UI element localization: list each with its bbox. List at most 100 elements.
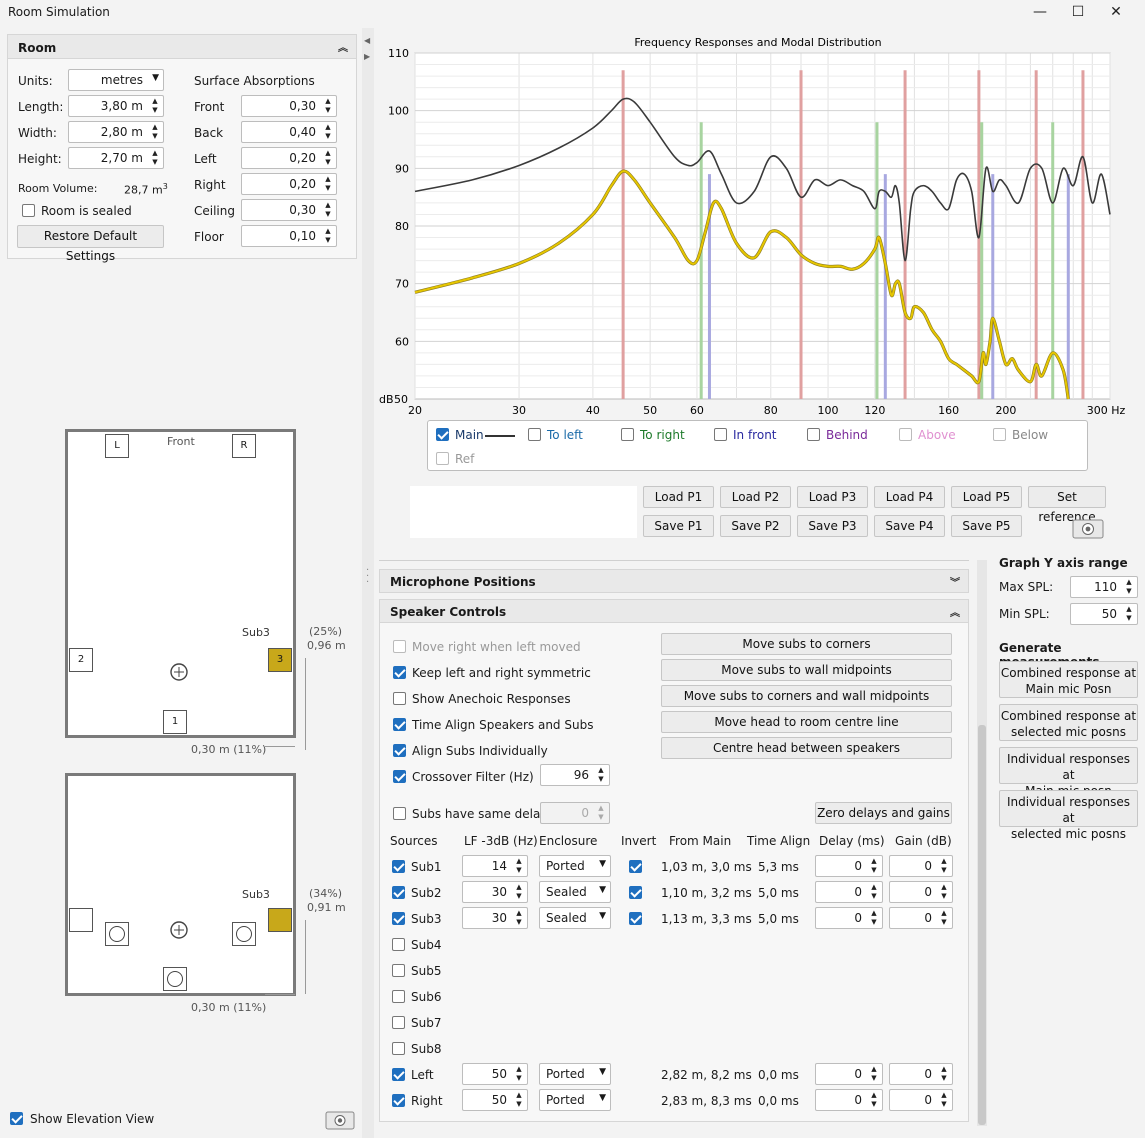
spinner-arrows-icon[interactable]: ▲ ▼ (516, 1091, 522, 1108)
spinner-arrows-icon[interactable]: ▲ ▼ (941, 1091, 947, 1108)
gain-spinner[interactable]: 0 ▲ ▼ (889, 881, 953, 903)
spinner-arrows-icon[interactable]: ▲ ▼ (1126, 605, 1132, 622)
set-reference-button[interactable]: Set reference (1028, 486, 1106, 524)
spinner-arrows-icon[interactable]: ▲ ▼ (325, 227, 331, 244)
crossover-spinner[interactable]: 96 ▲ ▼ (540, 764, 610, 786)
save-p5-button[interactable]: Save P5 (951, 515, 1022, 537)
source-checkbox[interactable] (392, 990, 405, 1003)
spinner-arrows-icon[interactable]: ▲ ▼ (152, 123, 158, 140)
load-p2-button[interactable]: Load P2 (720, 486, 791, 508)
save-p1-button[interactable]: Save P1 (643, 515, 714, 537)
splitter-grip-icon[interactable]: · · · (366, 565, 370, 588)
spinner-arrows-icon[interactable]: ▲ ▼ (871, 857, 877, 874)
surface-spinner[interactable]: 0,30 ▲ ▼ (241, 199, 337, 221)
delay-spinner[interactable]: 0 ▲ ▼ (815, 1063, 883, 1085)
lf-spinner[interactable]: 30 ▲ ▼ (462, 907, 528, 929)
spinner-arrows-icon[interactable]: ▲ ▼ (941, 1065, 947, 1082)
option-checkbox[interactable] (393, 640, 406, 653)
gain-spinner[interactable]: 0 ▲ ▼ (889, 907, 953, 929)
chevron-down-icon[interactable]: ︾ (950, 578, 960, 589)
surface-spinner[interactable]: 0,20 ▲ ▼ (241, 147, 337, 169)
spinner-arrows-icon[interactable]: ▲ ▼ (598, 766, 604, 783)
legend-checkbox[interactable] (807, 428, 820, 441)
legend-checkbox[interactable] (899, 428, 912, 441)
enclosure-select[interactable]: Sealed ▼ (539, 881, 611, 903)
source-checkbox[interactable] (392, 1094, 405, 1107)
enclosure-select[interactable]: Ported ▼ (539, 1063, 611, 1085)
save-p3-button[interactable]: Save P3 (797, 515, 868, 537)
gain-spinner[interactable]: 0 ▲ ▼ (889, 1089, 953, 1111)
action-button[interactable]: Move subs to wall midpoints (661, 659, 952, 681)
invert-checkbox[interactable] (629, 886, 642, 899)
preset-notes-area[interactable] (410, 486, 637, 538)
spinner-arrows-icon[interactable]: ▲ ▼ (325, 123, 331, 140)
invert-checkbox[interactable] (629, 860, 642, 873)
elev-left-speaker[interactable] (105, 922, 129, 946)
units-select[interactable]: metres ▼ (68, 69, 164, 91)
collapse-left-icon[interactable]: ◀ (364, 36, 371, 45)
delay-spinner[interactable]: 0 ▲ ▼ (815, 907, 883, 929)
sub3-marker[interactable]: 3 (268, 648, 292, 672)
gain-spinner[interactable]: 0 ▲ ▼ (889, 1063, 953, 1085)
height-spinner[interactable]: 2,70 m ▲ ▼ (68, 147, 164, 169)
delay-spinner[interactable]: 0 ▲ ▼ (815, 1089, 883, 1111)
elev-right-speaker[interactable] (232, 922, 256, 946)
scrollbar-thumb[interactable] (978, 725, 986, 1125)
source-checkbox[interactable] (392, 938, 405, 951)
source-checkbox[interactable] (392, 860, 405, 873)
speaker-controls-header[interactable]: Speaker Controls ︽ (380, 600, 968, 623)
maximize-button[interactable]: ☐ (1071, 4, 1085, 20)
enclosure-select[interactable]: Ported ▼ (539, 1089, 611, 1111)
load-p3-button[interactable]: Load P3 (797, 486, 868, 508)
spinner-arrows-icon[interactable]: ▲ ▼ (325, 97, 331, 114)
surface-spinner[interactable]: 0,20 ▲ ▼ (241, 173, 337, 195)
action-button[interactable]: Move subs to corners (661, 633, 952, 655)
same-delay-spinner[interactable]: 0 ▲ ▼ (540, 802, 610, 824)
save-p2-button[interactable]: Save P2 (720, 515, 791, 537)
close-button[interactable]: ✕ (1110, 4, 1122, 20)
length-spinner[interactable]: 3,80 m ▲ ▼ (68, 95, 164, 117)
option-checkbox[interactable] (393, 770, 406, 783)
generate-button[interactable]: Combined response at selected mic posns (999, 704, 1138, 741)
load-p5-button[interactable]: Load P5 (951, 486, 1022, 508)
action-button[interactable]: Move subs to corners and wall midpoints (661, 685, 952, 707)
restore-defaults-button[interactable]: Restore Default Settings (17, 225, 164, 263)
elev-sub3[interactable] (268, 908, 292, 932)
spinner-arrows-icon[interactable]: ▲ ▼ (871, 883, 877, 900)
spinner-arrows-icon[interactable]: ▲ ▼ (516, 883, 522, 900)
spinner-arrows-icon[interactable]: ▲ ▼ (516, 1065, 522, 1082)
room-plan-view[interactable]: Front L R 2 3 1 Sub3 (65, 429, 296, 738)
generate-button[interactable]: Individual responses at selected mic posn… (999, 790, 1138, 841)
room-panel-header[interactable]: Room ︽ (8, 35, 356, 59)
source-checkbox[interactable] (392, 1016, 405, 1029)
source-checkbox[interactable] (392, 1068, 405, 1081)
action-button[interactable]: Centre head between speakers (661, 737, 952, 759)
same-delay-checkbox[interactable] (393, 807, 406, 820)
panel-splitter[interactable]: ◀ ▶ · · · (362, 28, 374, 1138)
legend-checkbox[interactable] (621, 428, 634, 441)
sub1-marker[interactable]: 1 (163, 710, 187, 734)
load-p4-button[interactable]: Load P4 (874, 486, 945, 508)
enclosure-select[interactable]: Ported ▼ (539, 855, 611, 877)
save-p4-button[interactable]: Save P4 (874, 515, 945, 537)
camera-icon[interactable] (325, 1108, 355, 1130)
spinner-arrows-icon[interactable]: ▲ ▼ (516, 857, 522, 874)
max-spl-spinner[interactable]: 110 ▲ ▼ (1070, 576, 1138, 598)
surface-spinner[interactable]: 0,30 ▲ ▼ (241, 95, 337, 117)
action-button[interactable]: Move head to room centre line (661, 711, 952, 733)
legend-checkbox[interactable] (436, 428, 449, 441)
listener-head-icon[interactable] (168, 918, 190, 942)
spinner-arrows-icon[interactable]: ▲ ▼ (325, 201, 331, 218)
spinner-arrows-icon[interactable]: ▲ ▼ (941, 883, 947, 900)
spinner-arrows-icon[interactable]: ▲ ▼ (152, 97, 158, 114)
lf-spinner[interactable]: 14 ▲ ▼ (462, 855, 528, 877)
legend-checkbox[interactable] (993, 428, 1006, 441)
delay-spinner[interactable]: 0 ▲ ▼ (815, 881, 883, 903)
invert-checkbox[interactable] (629, 912, 642, 925)
left-speaker[interactable]: L (105, 434, 129, 458)
speaker-scrollbar[interactable] (977, 560, 987, 1126)
enclosure-select[interactable]: Sealed ▼ (539, 907, 611, 929)
generate-button[interactable]: Combined response at Main mic Posn (999, 661, 1138, 698)
spinner-arrows-icon[interactable]: ▲ ▼ (516, 909, 522, 926)
